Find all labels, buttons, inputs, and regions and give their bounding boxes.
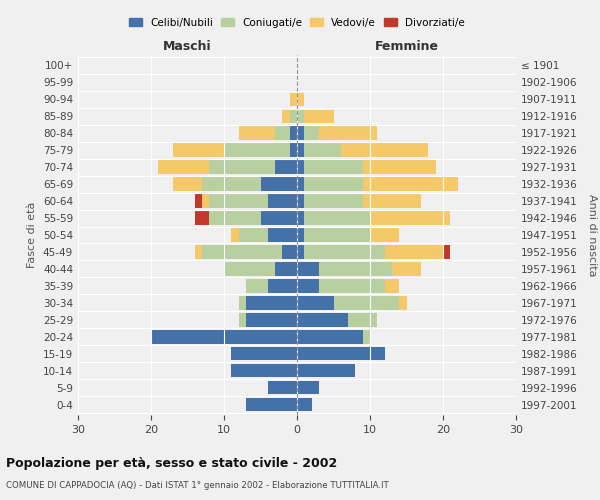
Bar (290, 92, 297, 106)
Bar (348, 314, 377, 326)
Bar (195, 212, 209, 224)
Bar (195, 246, 202, 258)
Bar (232, 347, 297, 360)
Bar (297, 314, 348, 326)
Bar (392, 262, 421, 276)
Bar (362, 178, 458, 190)
Bar (283, 246, 297, 258)
Bar (290, 110, 297, 123)
Bar (319, 280, 385, 292)
Bar (246, 398, 297, 411)
Bar (297, 347, 385, 360)
Bar (297, 330, 362, 344)
Text: Femmine: Femmine (374, 40, 439, 54)
Bar (239, 126, 275, 140)
Bar (297, 246, 304, 258)
Bar (362, 194, 421, 207)
Bar (341, 144, 428, 156)
Bar (385, 280, 399, 292)
Bar (275, 126, 290, 140)
Bar (246, 296, 297, 310)
Bar (304, 246, 385, 258)
Bar (319, 262, 392, 276)
Y-axis label: Anni di nascita: Anni di nascita (587, 194, 597, 276)
Bar (319, 126, 377, 140)
Bar (151, 330, 297, 344)
Bar (297, 381, 319, 394)
Bar (385, 246, 443, 258)
Bar (304, 126, 319, 140)
Bar (158, 160, 209, 173)
Bar (362, 330, 370, 344)
Bar (202, 194, 209, 207)
Bar (297, 144, 304, 156)
Bar (246, 280, 268, 292)
Bar (173, 178, 202, 190)
Bar (260, 212, 297, 224)
Bar (370, 228, 399, 241)
Bar (304, 160, 362, 173)
Bar (224, 262, 275, 276)
Text: COMUNE DI CAPPADOCIA (AQ) - Dati ISTAT 1° gennaio 2002 - Elaborazione TUTTITALIA: COMUNE DI CAPPADOCIA (AQ) - Dati ISTAT 1… (6, 481, 389, 490)
Bar (239, 228, 268, 241)
Bar (297, 194, 304, 207)
Bar (209, 212, 260, 224)
Bar (173, 144, 224, 156)
Legend: Celibi/Nubili, Coniugati/e, Vedovi/e, Divorziati/e: Celibi/Nubili, Coniugati/e, Vedovi/e, Di… (125, 14, 469, 32)
Bar (209, 160, 275, 173)
Bar (370, 212, 450, 224)
Bar (290, 126, 297, 140)
Bar (304, 228, 370, 241)
Bar (362, 160, 436, 173)
Bar (209, 194, 268, 207)
Bar (297, 92, 304, 106)
Bar (297, 178, 304, 190)
Bar (275, 160, 297, 173)
Bar (297, 126, 304, 140)
Bar (304, 110, 334, 123)
Bar (268, 381, 297, 394)
Bar (304, 178, 362, 190)
Bar (297, 364, 355, 378)
Bar (268, 280, 297, 292)
Bar (246, 314, 297, 326)
Y-axis label: Fasce di età: Fasce di età (28, 202, 37, 268)
Bar (297, 262, 319, 276)
Bar (195, 194, 202, 207)
Text: Popolazione per età, sesso e stato civile - 2002: Popolazione per età, sesso e stato civil… (6, 458, 337, 470)
Bar (232, 228, 239, 241)
Bar (297, 110, 304, 123)
Text: Maschi: Maschi (163, 40, 212, 54)
Bar (443, 246, 450, 258)
Bar (399, 296, 407, 310)
Bar (304, 144, 341, 156)
Bar (202, 246, 283, 258)
Bar (275, 262, 297, 276)
Bar (297, 160, 304, 173)
Bar (268, 194, 297, 207)
Bar (268, 228, 297, 241)
Bar (304, 212, 370, 224)
Bar (260, 178, 297, 190)
Bar (232, 364, 297, 378)
Bar (283, 110, 290, 123)
Bar (297, 280, 319, 292)
Bar (334, 296, 399, 310)
Bar (297, 296, 334, 310)
Bar (290, 144, 297, 156)
Bar (239, 314, 246, 326)
Bar (297, 398, 311, 411)
Bar (304, 194, 362, 207)
Bar (297, 212, 304, 224)
Bar (224, 144, 290, 156)
Bar (239, 296, 246, 310)
Bar (297, 228, 304, 241)
Bar (202, 178, 260, 190)
